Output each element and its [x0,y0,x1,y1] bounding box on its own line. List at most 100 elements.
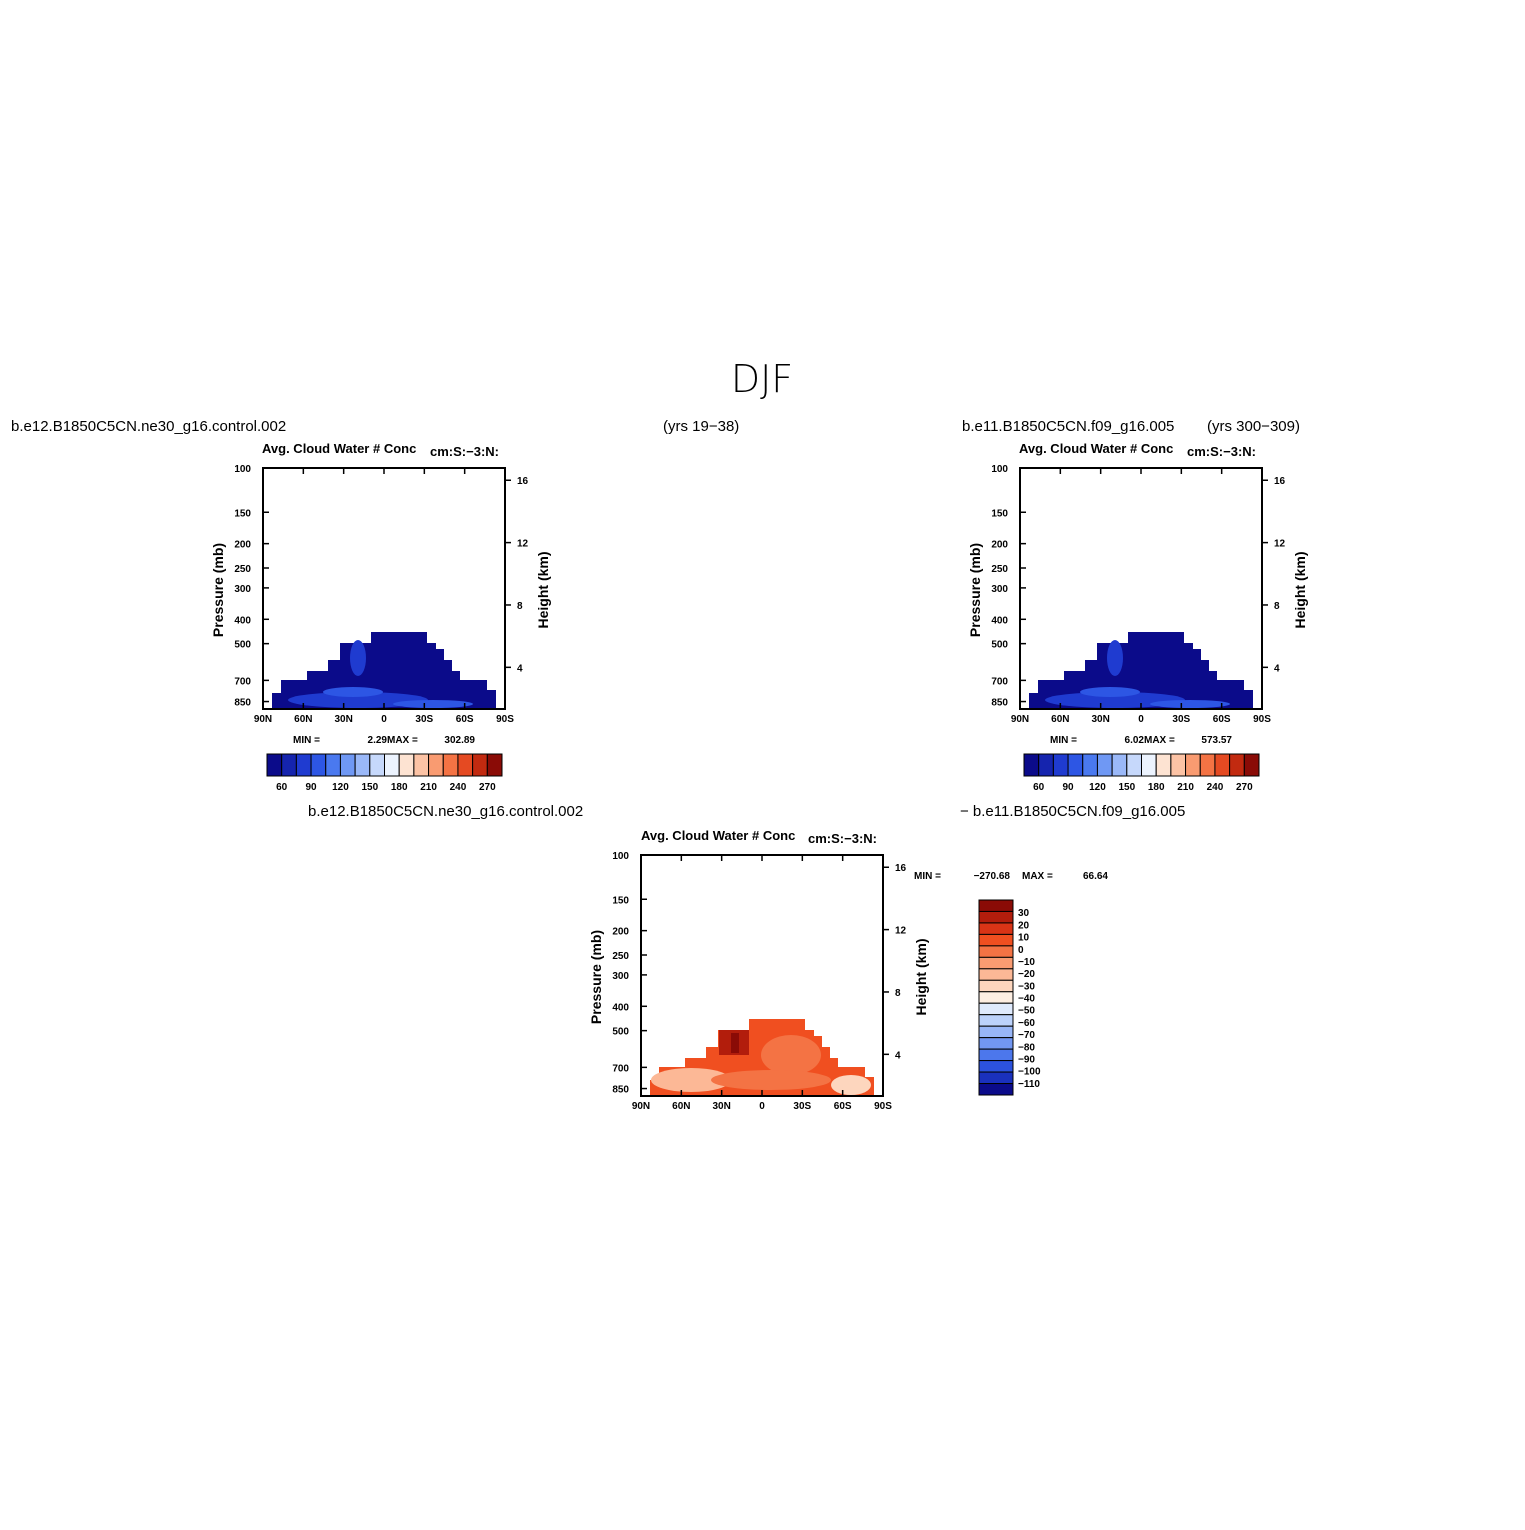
stat-value: 6.02 [1125,735,1145,746]
colorbar-label: 210 [1177,782,1194,793]
colorbar-label: 210 [420,782,437,793]
x-tick-label: 90N [632,1101,650,1112]
x-tick-label: 60S [456,714,474,725]
colorbar-box [978,991,1014,1004]
colorbar-box [978,1083,1014,1096]
x-tick-label: 90N [1011,714,1029,725]
contour-fill [350,640,366,676]
y-tick-label: 100 [234,464,251,475]
y-axis-label: Pressure (mb) [588,930,604,1024]
y-tick-label: 300 [991,584,1008,595]
contour-fill [761,1035,821,1075]
colorbar-label: −70 [1018,1030,1035,1041]
colorbar-label: 0 [1018,945,1024,956]
y-tick-label: 200 [991,540,1008,551]
contour-fill [393,700,473,708]
colorbar-box [1126,753,1142,777]
plot-title: Avg. Cloud Water # Conc [641,828,795,843]
colorbar-box [978,1048,1014,1062]
colorbar-box [266,753,283,777]
x-tick-label: 90S [874,1101,892,1112]
y-axis-label: Pressure (mb) [210,543,226,637]
colorbar-box [978,979,1014,993]
colorbar-label: −10 [1018,957,1035,968]
colorbar-box [457,753,474,777]
colorbar-box [428,753,444,777]
y-tick-label: 200 [612,927,629,938]
colorbar-box [1038,753,1054,777]
x-tick-label: 60N [294,714,312,725]
stat-name: MAX = [387,735,418,746]
y-tick-label: 300 [234,584,251,595]
y-tick-label: 700 [991,676,1008,687]
y-tick-label: 400 [234,615,251,626]
y-tick-label: 700 [234,676,251,687]
case-label: b.e11.B1850C5CN.f09_g16.005 [962,418,1174,435]
colorbar-label: 270 [479,782,496,793]
y-tick-label: 250 [991,564,1008,575]
colorbar-box [978,1025,1014,1039]
plot-units: cm:S:−3:N: [430,444,499,459]
y-tick-label: 850 [991,698,1008,709]
y2-tick-label: 16 [1274,476,1286,487]
colorbar-box [1214,753,1231,777]
plot-title: Avg. Cloud Water # Conc [1019,441,1173,456]
plot-units: cm:S:−3:N: [1187,444,1256,459]
y2-tick-label: 12 [517,539,529,550]
contour-fill [1150,700,1230,708]
colorbar-label: 240 [450,782,467,793]
y-tick-label: 400 [991,615,1008,626]
colorbar-box [1170,753,1187,777]
contour-fill [711,1070,831,1090]
colorbar-label: 10 [1018,933,1030,944]
stat-value: 302.89 [444,735,475,746]
plot-units: cm:S:−3:N: [808,831,877,846]
y2-axis-label: Height (km) [1292,552,1308,629]
colorbar-label: 60 [276,782,288,793]
colorbar-label: −80 [1018,1042,1035,1053]
y2-tick-label: 16 [517,476,529,487]
stat-name: MIN = [1050,735,1077,746]
y-tick-label: 250 [234,564,251,575]
contour-field [1029,632,1253,709]
contour-fill [651,1068,731,1092]
colorbar-box [310,753,327,777]
colorbar-box [354,753,371,777]
y-tick-label: 150 [234,508,251,519]
case-label: b.e12.B1850C5CN.ne30_g16.control.002 [11,418,286,435]
colorbar-box [413,753,430,777]
colorbar-box [1067,753,1084,777]
colorbar-box [442,753,459,777]
colorbar-box [472,753,488,777]
colorbar-box [1155,753,1172,777]
y2-tick-label: 4 [517,663,523,674]
stat-name: MIN = [293,735,320,746]
colorbar-box [978,1014,1014,1027]
contour-fill [323,687,383,697]
y2-axis-label: Height (km) [913,939,929,1016]
colorbar-label: −90 [1018,1054,1035,1065]
y-tick-label: 500 [991,640,1008,651]
contour-fill [731,1033,739,1053]
x-tick-label: 60N [672,1101,690,1112]
colorbar-box [978,1071,1014,1085]
x-tick-label: 90N [254,714,272,725]
y-tick-label: 150 [612,895,629,906]
case-label: b.e12.B1850C5CN.ne30_g16.control.002 [308,803,583,820]
x-tick-label: 30N [1091,714,1109,725]
colorbar-label: −20 [1018,969,1035,980]
stat-value: 2.29 [368,735,388,746]
colorbar-label: 150 [1118,782,1135,793]
x-tick-label: 30S [415,714,433,725]
colorbar-label: 30 [1018,908,1030,919]
y2-tick-label: 4 [1274,663,1280,674]
colorbar-box [978,1037,1014,1050]
case-label: (yrs 19−38) [663,418,739,435]
colorbar-label: −40 [1018,994,1035,1005]
colorbar-label: 240 [1207,782,1224,793]
colorbar-label: −110 [1018,1079,1040,1090]
colorbar-box [369,753,385,777]
stat-value: 66.64 [1083,871,1108,882]
colorbar-box [978,1060,1014,1073]
stat-name: MAX = [1022,871,1053,882]
